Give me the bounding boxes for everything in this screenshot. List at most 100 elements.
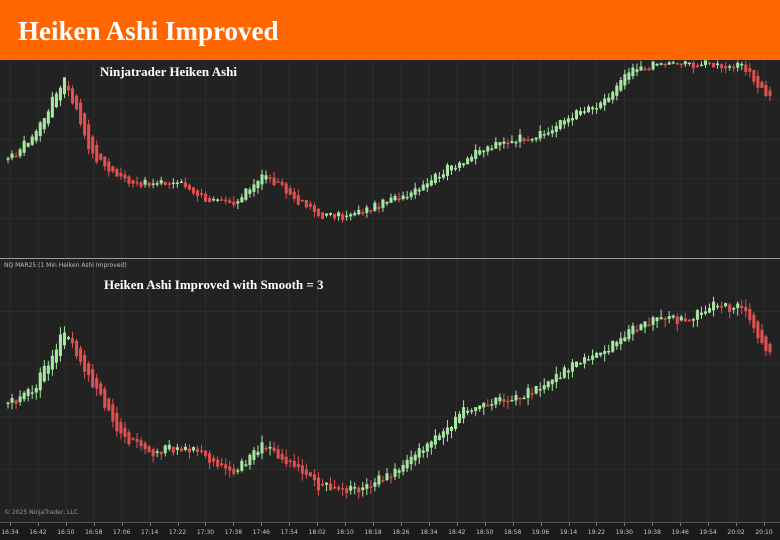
candle-up	[607, 350, 611, 353]
candle-down	[87, 363, 91, 375]
candle-up	[421, 184, 425, 191]
time-tick-mark	[568, 523, 570, 526]
candle-up	[385, 473, 389, 481]
candle-up	[50, 355, 54, 370]
candle-up	[498, 142, 502, 146]
time-tick-label: 19:30	[615, 529, 634, 536]
candle-up	[260, 442, 264, 454]
candle-down	[228, 466, 232, 471]
candle-up	[546, 132, 550, 135]
candle-down	[296, 195, 300, 205]
candle-up	[534, 385, 538, 394]
candle-up	[143, 179, 147, 185]
candle-down	[341, 488, 345, 490]
candle-up	[494, 397, 498, 405]
candle-up	[566, 118, 570, 123]
candle-up	[716, 305, 720, 308]
candle-down	[304, 199, 308, 208]
candle-up	[349, 485, 353, 491]
candle-down	[151, 449, 155, 457]
candle-up	[361, 487, 365, 491]
candle-up	[478, 150, 482, 155]
title-banner: Heiken Ashi Improved	[0, 0, 780, 60]
candle-up	[244, 188, 248, 200]
candle-down	[123, 427, 127, 437]
candle-up	[574, 361, 579, 367]
candle-down	[329, 483, 333, 491]
bottom-chart-pane[interactable]: NQ MAR25 (1 Min Heiken Ashi Improved) He…	[0, 259, 780, 522]
candle-up	[655, 317, 659, 322]
top-chart-pane[interactable]: Ninjatrader Heiken Ashi	[0, 60, 780, 258]
candle-up	[425, 443, 429, 452]
candle-down	[70, 88, 75, 104]
candle-up	[256, 451, 260, 456]
candle-up	[554, 373, 558, 382]
candle-up	[337, 212, 341, 217]
candle-up	[46, 365, 50, 374]
candle-up	[240, 460, 244, 471]
candle-down	[232, 201, 236, 206]
candle-up	[671, 62, 675, 64]
candle-down	[79, 102, 83, 125]
candle-up	[345, 215, 349, 218]
candle-down	[111, 404, 115, 422]
candle-down	[389, 476, 393, 479]
candle-down	[91, 369, 95, 388]
candle-up	[587, 359, 591, 361]
candle-up	[6, 402, 10, 405]
candle-up	[42, 365, 46, 382]
candle-up	[740, 63, 744, 66]
candle-down	[320, 483, 325, 486]
candle-down	[147, 446, 151, 453]
candle-up	[615, 85, 619, 96]
candle-up	[595, 352, 599, 358]
candle-down	[502, 399, 506, 403]
candle-up	[611, 340, 615, 352]
time-tick-label: 16:34	[1, 529, 19, 536]
time-tick-mark	[456, 523, 458, 526]
candle-down	[748, 68, 752, 72]
candle-up	[683, 61, 687, 65]
candle-down	[75, 340, 79, 357]
candle-up	[216, 199, 220, 201]
candle-down	[320, 212, 325, 220]
candle-down	[740, 305, 744, 309]
time-tick-label: 17:46	[252, 529, 270, 536]
candle-down	[135, 181, 139, 184]
candle-down	[119, 422, 123, 434]
candle-up	[627, 72, 631, 80]
candle-up	[433, 435, 437, 445]
candle-down	[195, 190, 200, 197]
candle-up	[736, 62, 740, 68]
candle-up	[264, 175, 268, 180]
time-axis[interactable]: 16:34 16:42 16:50 16:58 17:06 17:14 17:22 17:30…	[0, 522, 780, 540]
candle-down	[316, 208, 320, 216]
candle-down	[276, 449, 280, 459]
candle-down	[744, 64, 748, 72]
top-pane-label: Ninjatrader Heiken Ashi	[100, 64, 237, 79]
time-tick-mark	[205, 523, 207, 526]
candle-up	[655, 63, 659, 66]
candle-down	[707, 62, 712, 65]
candle-up	[599, 352, 603, 356]
candle-up	[474, 407, 478, 412]
candle-up	[58, 87, 62, 101]
time-tick-mark	[652, 523, 654, 526]
pane-divider[interactable]	[0, 258, 780, 259]
candle-up	[490, 148, 494, 150]
candle-up	[578, 111, 583, 115]
candle-up	[389, 197, 393, 203]
time-tick-label: 19:14	[559, 529, 578, 536]
candle-down	[377, 206, 381, 210]
candle-up	[699, 64, 703, 67]
candle-up	[482, 150, 486, 153]
candle-down	[732, 66, 736, 69]
candle-up	[478, 405, 482, 410]
time-tick-label: 18:26	[392, 529, 410, 536]
candle-up	[240, 197, 244, 203]
candle-down	[526, 139, 530, 142]
candle-up	[570, 118, 574, 121]
candle-down	[70, 338, 75, 344]
time-tick-mark	[400, 523, 402, 526]
candle-up	[22, 140, 26, 153]
